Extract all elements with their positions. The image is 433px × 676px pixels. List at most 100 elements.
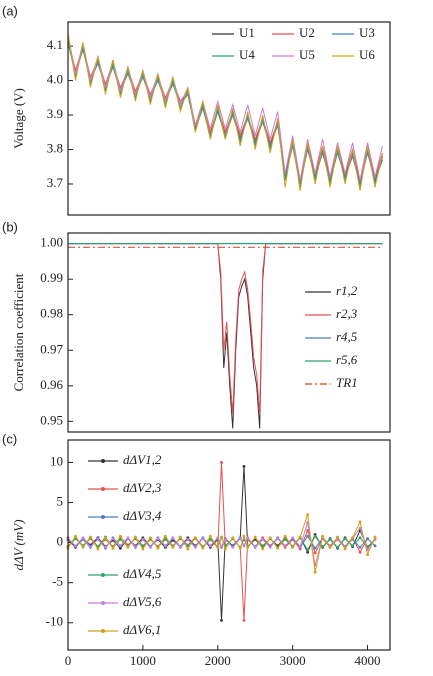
data-point (268, 536, 272, 540)
data-point (321, 545, 325, 549)
y-tick-label: 0.95 (40, 412, 63, 427)
legend-label: dΔV2,3 (123, 480, 162, 495)
data-point (306, 529, 310, 532)
data-point (104, 546, 107, 549)
panel-label: (c) (2, 431, 17, 446)
data-point (208, 537, 212, 541)
data-point (220, 535, 223, 539)
x-tick-label: 1000 (130, 653, 156, 668)
data-point (283, 534, 287, 538)
panel-label: (a) (2, 3, 18, 18)
series-line (67, 35, 383, 181)
data-point (208, 534, 212, 538)
data-point (133, 535, 137, 539)
data-point (148, 536, 152, 540)
data-point (163, 534, 167, 538)
data-point (306, 548, 310, 552)
data-point (373, 535, 377, 539)
data-point (306, 550, 310, 554)
data-point (126, 546, 130, 549)
y-tick-label: 1.00 (40, 235, 63, 250)
legend-marker (101, 515, 105, 519)
y-tick-label: 0.98 (40, 306, 63, 321)
series-line (67, 522, 376, 566)
y-tick-label: 4.1 (47, 37, 63, 52)
legend-label: r5,6 (336, 352, 358, 367)
x-tick-label: 3000 (280, 653, 306, 668)
data-point (283, 544, 287, 548)
data-point (336, 535, 339, 539)
y-tick-label: 4.0 (47, 72, 63, 87)
y-tick-label: 3.7 (47, 175, 64, 190)
data-point (111, 546, 115, 550)
data-point (242, 544, 246, 548)
data-point (148, 546, 152, 549)
legend-label: U2 (299, 25, 315, 40)
legend-marker (101, 601, 105, 605)
data-point (321, 534, 325, 538)
series-line (67, 32, 383, 191)
data-point (306, 534, 310, 538)
data-point (313, 534, 317, 538)
data-point (178, 535, 182, 539)
data-point (358, 526, 362, 530)
data-point (261, 547, 265, 551)
legend-label: dΔV5,6 (123, 594, 162, 609)
data-point (178, 545, 182, 549)
data-point (358, 520, 362, 524)
data-point (358, 536, 362, 540)
data-point (223, 547, 227, 551)
data-point (261, 544, 265, 548)
data-point (186, 537, 190, 541)
y-tick-label: 5 (57, 494, 64, 509)
data-point (111, 537, 115, 540)
data-point (238, 537, 242, 540)
y-axis-label: Voltage (V) (11, 88, 26, 149)
data-point (313, 546, 317, 550)
data-point (291, 536, 295, 540)
legend-label: dΔV4,5 (123, 566, 162, 581)
data-point (186, 544, 190, 548)
data-point (81, 546, 85, 549)
data-point (343, 547, 347, 551)
data-point (373, 544, 377, 548)
data-point (163, 537, 167, 541)
legend-label: r1,2 (336, 283, 358, 298)
legend-label: dΔV6,1 (123, 622, 161, 637)
data-point (119, 537, 122, 541)
y-tick-label: 0.99 (40, 270, 63, 285)
data-point (253, 535, 257, 539)
data-point (171, 536, 175, 540)
plot-frame (67, 21, 391, 216)
data-point (119, 544, 122, 548)
x-tick-label: 2000 (205, 653, 231, 668)
data-point (343, 537, 347, 540)
data-point (366, 553, 369, 557)
data-point (81, 536, 85, 540)
data-point (336, 546, 339, 549)
data-point (74, 544, 77, 548)
data-point (268, 546, 272, 549)
data-point (223, 537, 227, 541)
data-point (253, 545, 257, 549)
data-point (283, 537, 287, 541)
data-point (358, 546, 362, 549)
data-point (220, 545, 223, 549)
x-tick-label: 0 (65, 653, 72, 668)
data-point (220, 461, 223, 464)
data-point (201, 546, 205, 550)
data-point (261, 537, 265, 541)
data-point (246, 536, 250, 540)
legend-label: U3 (359, 25, 375, 40)
data-point (141, 544, 145, 548)
legend-marker (101, 487, 105, 491)
series-line (67, 39, 383, 188)
y-tick-label: 0.97 (40, 341, 63, 356)
data-point (141, 547, 145, 551)
data-point (141, 537, 145, 541)
data-point (366, 537, 369, 540)
data-point (216, 536, 220, 540)
data-point (104, 536, 107, 540)
legend-marker (101, 573, 105, 577)
legend-label: U5 (299, 47, 315, 62)
